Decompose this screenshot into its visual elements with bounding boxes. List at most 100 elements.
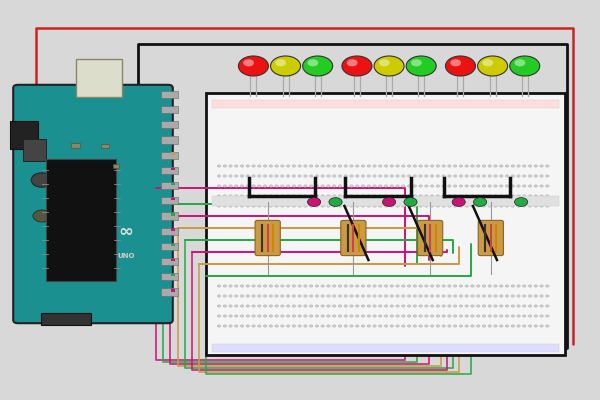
Circle shape [494,305,497,307]
Circle shape [454,305,457,307]
Circle shape [436,285,440,287]
Circle shape [517,175,520,177]
Bar [171,228,175,231]
Circle shape [292,315,296,317]
Circle shape [367,175,371,177]
Circle shape [263,295,267,297]
Circle shape [476,325,480,327]
Circle shape [476,305,480,307]
Circle shape [350,305,353,307]
Circle shape [482,59,493,66]
Circle shape [459,315,463,317]
Circle shape [240,195,244,197]
Circle shape [523,325,526,327]
Circle shape [321,185,325,187]
Circle shape [281,325,284,327]
Circle shape [246,315,250,317]
Circle shape [401,285,405,287]
Circle shape [425,175,428,177]
Circle shape [298,185,301,187]
Circle shape [517,205,520,207]
Circle shape [445,56,475,76]
Circle shape [275,165,278,167]
Circle shape [511,305,515,307]
Circle shape [281,165,284,167]
Circle shape [545,285,549,287]
Circle shape [361,285,365,287]
Circle shape [246,285,250,287]
Circle shape [545,195,549,197]
Circle shape [304,165,307,167]
Circle shape [367,315,371,317]
Circle shape [545,295,549,297]
Circle shape [488,295,491,297]
Circle shape [396,325,400,327]
Circle shape [355,175,359,177]
Circle shape [465,325,469,327]
Circle shape [338,325,342,327]
Circle shape [499,285,503,287]
Circle shape [407,305,411,307]
Circle shape [292,305,296,307]
Circle shape [459,195,463,197]
Circle shape [355,295,359,297]
Circle shape [223,285,227,287]
Circle shape [540,175,544,177]
Circle shape [540,315,544,317]
Circle shape [454,165,457,167]
Circle shape [442,165,445,167]
Circle shape [252,315,256,317]
Circle shape [269,165,272,167]
Circle shape [430,165,434,167]
FancyBboxPatch shape [478,220,503,256]
Circle shape [367,185,371,187]
Circle shape [332,205,336,207]
Circle shape [223,305,227,307]
Circle shape [545,315,549,317]
Circle shape [407,295,411,297]
Circle shape [263,205,267,207]
Circle shape [482,305,486,307]
Circle shape [419,305,422,307]
Circle shape [436,305,440,307]
Circle shape [425,195,428,197]
Circle shape [326,305,330,307]
Circle shape [350,285,353,287]
Circle shape [482,295,486,297]
Circle shape [326,175,330,177]
Circle shape [252,165,256,167]
Circle shape [540,325,544,327]
Circle shape [379,185,382,187]
Circle shape [223,205,227,207]
Circle shape [315,295,319,297]
Circle shape [355,325,359,327]
Circle shape [326,315,330,317]
Circle shape [505,205,509,207]
Circle shape [379,205,382,207]
Circle shape [448,195,451,197]
FancyBboxPatch shape [161,258,178,265]
Circle shape [355,205,359,207]
Circle shape [257,205,261,207]
Circle shape [384,305,388,307]
Circle shape [430,295,434,297]
Circle shape [540,185,544,187]
FancyBboxPatch shape [161,121,178,128]
FancyBboxPatch shape [161,182,178,189]
Circle shape [511,185,515,187]
Circle shape [454,315,457,317]
Circle shape [494,205,497,207]
Circle shape [528,295,532,297]
Circle shape [407,205,411,207]
Circle shape [307,198,320,206]
Circle shape [528,205,532,207]
Circle shape [396,285,400,287]
Circle shape [465,195,469,197]
Circle shape [396,305,400,307]
Circle shape [217,285,221,287]
Circle shape [448,315,451,317]
Circle shape [246,165,250,167]
Circle shape [355,285,359,287]
Circle shape [321,295,325,297]
Circle shape [419,315,422,317]
